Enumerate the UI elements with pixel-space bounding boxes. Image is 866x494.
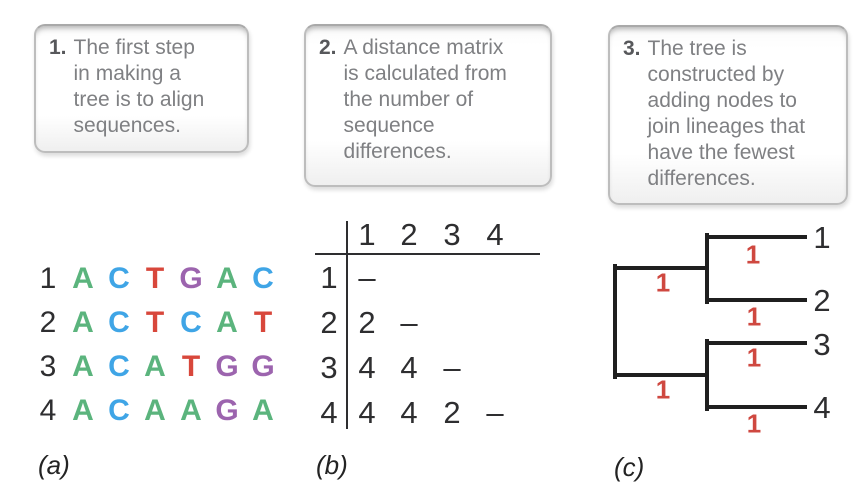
matrix-cell: – <box>443 350 461 385</box>
panel-label-c: (c) <box>614 452 645 482</box>
callout-step-number: 2. <box>319 36 337 59</box>
tree-leaf-label: 1 <box>813 220 831 255</box>
matrix-cell: 4 <box>358 395 376 430</box>
callout-step-1: 1. The first step in making a tree is to… <box>34 24 249 153</box>
base-letter: T <box>181 350 201 383</box>
base-letter: A <box>72 394 94 427</box>
base-letter: A <box>72 350 94 383</box>
callout-step-number: 3. <box>623 37 641 60</box>
matrix-row-label: 3 <box>320 350 338 385</box>
base-letter: G <box>179 262 203 295</box>
base-letter: G <box>215 394 239 427</box>
matrix-col-header: 1 <box>358 217 376 252</box>
matrix-col-header: 2 <box>400 217 418 252</box>
branch-length-root-bottom: 1 <box>655 374 671 405</box>
base-letter: T <box>145 262 165 295</box>
branch-length-leaf2: 1 <box>746 301 762 332</box>
base-letter: A <box>144 350 166 383</box>
base-letter: C <box>108 394 130 427</box>
matrix-row-label: 4 <box>320 395 338 430</box>
base-letter: A <box>72 262 94 295</box>
base-letter: A <box>144 394 166 427</box>
callout-step-text: The first step in making a tree is to al… <box>73 36 205 137</box>
matrix-cell: – <box>400 305 418 340</box>
base-letter: A <box>180 394 202 427</box>
panel-label-b: (b) <box>316 450 348 480</box>
matrix-cell: 4 <box>358 350 376 385</box>
matrix-cell: – <box>486 395 504 430</box>
matrix-col-header: 4 <box>486 217 504 252</box>
base-letter: C <box>108 306 130 339</box>
matrix-cell: 2 <box>443 395 461 430</box>
base-letter: C <box>252 262 274 295</box>
base-letter: A <box>72 306 94 339</box>
tree-leaf-label: 2 <box>813 283 831 318</box>
base-letter: C <box>180 306 202 339</box>
base-letter: C <box>108 350 130 383</box>
matrix-horizontal-rule <box>315 253 540 255</box>
branch-length-leaf1: 1 <box>745 239 761 270</box>
matrix-cell: 4 <box>400 350 418 385</box>
matrix-cell: 2 <box>358 305 376 340</box>
base-letter: G <box>215 350 239 383</box>
base-letter: C <box>108 262 130 295</box>
base-letter: A <box>252 394 274 427</box>
base-letter: T <box>145 306 165 339</box>
matrix-cell: – <box>358 260 376 295</box>
callout-step-number: 1. <box>49 36 67 59</box>
tree-leaf-label: 4 <box>813 390 831 425</box>
base-letter: T <box>253 306 273 339</box>
sequence-row-number: 1 <box>39 262 57 295</box>
callout-step-text: A distance matrix is calculated from the… <box>343 36 507 163</box>
callout-step-2: 2. A distance matrix is calculated from … <box>304 24 552 187</box>
sequence-row-number: 4 <box>39 394 57 427</box>
panel-label-a: (a) <box>38 450 70 480</box>
matrix-col-header: 3 <box>443 217 461 252</box>
base-letter: G <box>251 350 275 383</box>
sequence-row-number: 2 <box>39 306 57 339</box>
matrix-row-label: 1 <box>320 260 338 295</box>
matrix-cell: 4 <box>400 395 418 430</box>
branch-length-leaf3: 1 <box>746 342 762 373</box>
matrix-row-label: 2 <box>320 305 338 340</box>
base-letter: A <box>216 306 238 339</box>
tree-leaf-label: 3 <box>813 327 831 362</box>
callout-step-3: 3. The tree is constructed by adding nod… <box>608 25 848 205</box>
matrix-vertical-rule <box>346 221 348 429</box>
sequence-row-number: 3 <box>39 350 57 383</box>
branch-length-root-top: 1 <box>655 267 671 298</box>
callout-step-text: The tree is constructed by adding nodes … <box>647 37 806 190</box>
phylogenetic-tree <box>613 233 807 411</box>
base-letter: A <box>216 262 238 295</box>
branch-length-leaf4: 1 <box>746 408 762 439</box>
